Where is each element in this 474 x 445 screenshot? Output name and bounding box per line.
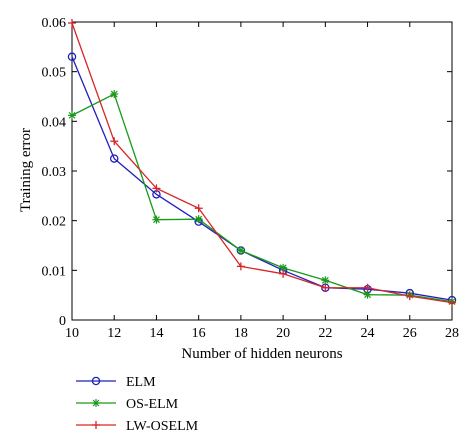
x-tick-label: 16 [192, 326, 206, 341]
data-point-os-elm [152, 215, 161, 224]
data-point-lw-oselm [236, 262, 245, 271]
x-tick-label: 12 [107, 326, 121, 341]
x-tick-label: 10 [65, 326, 79, 341]
y-tick-label: 0.01 [42, 264, 67, 279]
data-point-lw-oselm [321, 283, 330, 292]
y-axis-label: Training error [18, 128, 34, 212]
x-tick-label: 24 [361, 326, 375, 341]
star-d2 [279, 264, 287, 272]
data-point-elm [109, 154, 119, 163]
legend-item-lw-oselm: LW-OSELM [76, 419, 199, 434]
y-tick-label: 0.06 [42, 16, 67, 31]
legend-label: OS-ELM [126, 397, 179, 412]
star-d2 [364, 291, 371, 299]
data-point-os-elm [363, 290, 372, 299]
legend-label: LW-OSELM [126, 419, 199, 434]
y-tick-label: 0 [59, 314, 66, 329]
legend-item-elm: ELM [76, 375, 156, 390]
star-d2 [237, 247, 245, 254]
series-elm [67, 52, 457, 305]
data-point-elm [67, 52, 77, 62]
y-tick-label: 0.04 [42, 115, 67, 130]
legend-marker [91, 376, 101, 386]
x-axis-label: Number of hidden neurons [181, 346, 342, 362]
series-os-elm [68, 90, 456, 306]
series-line-os-elm [71, 93, 453, 303]
data-point-os-elm [236, 246, 245, 255]
star-d2 [321, 276, 329, 284]
x-tick-label: 20 [276, 326, 290, 341]
data-point-lw-oselm [152, 184, 161, 193]
legend-item-os-elm: OS-ELM [76, 397, 179, 412]
star-d2 [153, 216, 160, 224]
series-lw-oselm [68, 18, 456, 307]
star-d2 [92, 399, 100, 407]
star-d2 [110, 90, 118, 98]
tick-labels: 10 12 14 16 18 20 22 24 26 28 0 0.01 0.02 0.03 0.04 0.0… [42, 16, 460, 341]
x-tick-label: 18 [234, 326, 248, 341]
series-line-elm [71, 56, 453, 301]
x-tick-label: 26 [403, 326, 417, 341]
data-point-os-elm [194, 215, 203, 224]
data-point-lw-oselm [68, 18, 76, 27]
data-point-lw-oselm [405, 292, 414, 301]
x-tick-label: 14 [149, 326, 163, 341]
data-point-os-elm [321, 276, 330, 285]
data-point-os-elm [68, 111, 76, 120]
legend: ELM OS-ELM LW-OSELM [76, 375, 199, 434]
series-layer [67, 18, 457, 307]
star-d2 [68, 111, 76, 119]
data-point-os-elm [110, 90, 119, 99]
legend-marker [92, 421, 100, 429]
y-tick-label: 0.03 [42, 165, 67, 180]
legend-marker [92, 399, 100, 407]
data-point-lw-oselm [448, 298, 456, 307]
series-line-lw-oselm [71, 22, 453, 304]
legend-label: ELM [126, 375, 156, 390]
x-tick-label: 22 [318, 326, 332, 341]
y-tick-label: 0.02 [42, 215, 67, 230]
data-point-lw-oselm [194, 204, 203, 213]
star-d2 [195, 215, 203, 223]
data-point-lw-oselm [363, 283, 372, 292]
axes [71, 21, 453, 321]
y-tick-label: 0.05 [42, 66, 67, 81]
x-tick-label: 28 [445, 326, 459, 341]
data-point-lw-oselm [110, 137, 119, 146]
data-point-lw-oselm [279, 269, 288, 278]
